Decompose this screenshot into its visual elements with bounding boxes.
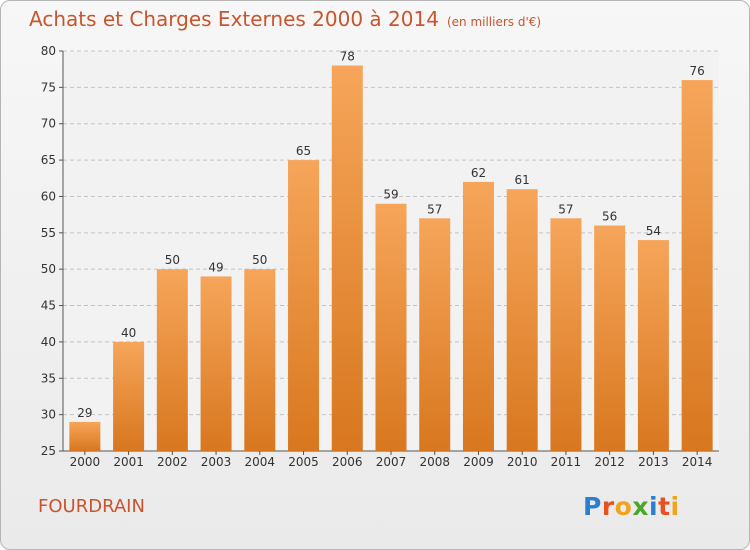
x-tick-label: 2011 [551,455,582,469]
y-tick-label: 45 [41,299,56,313]
x-tick-label: 2003 [201,455,232,469]
value-label: 57 [558,202,573,216]
bar [200,276,232,451]
x-tick-label: 2009 [463,455,494,469]
y-tick-label: 35 [41,371,56,385]
x-tick-label: 2002 [157,455,188,469]
y-tick-label: 75 [41,80,56,94]
bar [69,421,101,451]
bars [69,65,713,451]
bar [681,80,713,451]
bar [594,225,626,451]
bar [331,65,363,451]
bar [462,181,494,451]
logo-letter: i [649,492,659,521]
x-tick-label: 2007 [376,455,407,469]
x-tick-label: 2008 [419,455,450,469]
value-label: 50 [165,253,180,267]
bar [550,218,582,451]
logo-letter: x [632,492,649,521]
value-label: 59 [383,188,398,202]
logo-letter: o [614,492,633,521]
x-tick-label: 2012 [594,455,625,469]
value-label: 40 [121,326,136,340]
chart-title: Achats et Charges Externes 2000 à 2014 [29,7,439,31]
x-tick-label: 2013 [638,455,669,469]
bar [419,218,451,451]
proxiti-logo[interactable]: Proxiti [583,492,680,521]
x-tick-label: 2006 [332,455,363,469]
bar [375,203,407,451]
x-tick-label: 2001 [113,455,144,469]
y-tick-label: 30 [41,408,56,422]
x-tick-label: 2010 [507,455,538,469]
x-tick-label: 2014 [682,455,713,469]
logo-letter: P [583,492,602,521]
y-tick-label: 80 [41,44,56,58]
logo-letter: i [670,492,680,521]
bar [637,240,669,451]
y-tick-label: 25 [41,444,56,458]
value-label: 50 [252,253,267,267]
bar [113,341,145,451]
y-tick-label: 55 [41,226,56,240]
bar [244,269,276,451]
value-label: 54 [646,224,661,238]
bar [288,160,320,451]
value-label: 49 [208,260,223,274]
y-tick-label: 50 [41,262,56,276]
value-label: 56 [602,210,617,224]
value-label: 61 [515,173,530,187]
logo-letter: t [658,492,671,521]
x-tick-label: 2005 [288,455,319,469]
city-name: FOURDRAIN [38,496,145,517]
x-tick-label: 2004 [245,455,276,469]
chart-subtitle: (en milliers d'€) [446,15,542,29]
value-label: 76 [689,64,704,78]
bar [506,189,538,451]
value-label: 29 [77,406,92,420]
bar [156,269,188,451]
y-tick-label: 65 [41,153,56,167]
chart-title-block: Achats et Charges Externes 2000 à 2014 (e… [29,7,541,31]
value-label: 78 [340,50,355,64]
y-tick-label: 60 [41,189,56,203]
x-tick-label: 2000 [70,455,101,469]
value-label: 65 [296,144,311,158]
value-label: 62 [471,166,486,180]
value-labels: 29 40 50 49 50 65 78 59 57 62 61 57 56 54 76 [77,50,705,420]
y-tick-label: 70 [41,117,56,131]
value-label: 57 [427,202,442,216]
y-tick-label: 40 [41,335,56,349]
logo-letter: r [601,492,615,521]
